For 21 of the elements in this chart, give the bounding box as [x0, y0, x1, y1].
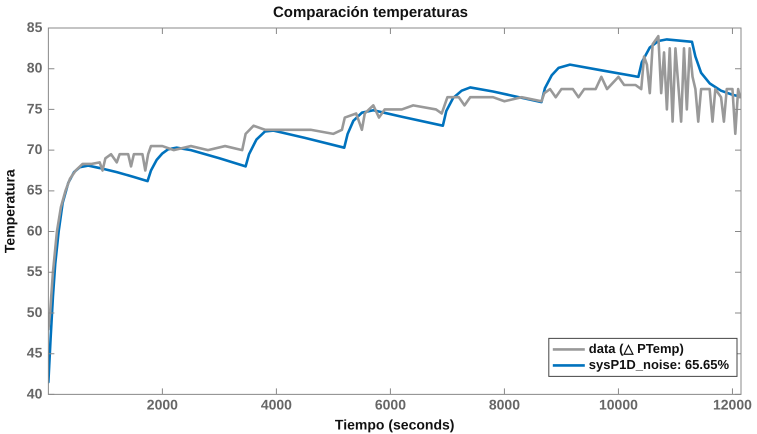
x-tick-label: 8000 — [488, 396, 520, 413]
x-tick-label: 10000 — [598, 396, 638, 413]
y-tick-label: 55 — [26, 263, 43, 280]
y-tick-label: 40 — [26, 385, 43, 402]
y-tick-label: 80 — [26, 60, 43, 76]
x-tick-label: 4000 — [260, 396, 292, 413]
legend-label: sysP1D_noise: 65.65% — [588, 356, 730, 372]
chart-title: Comparación temperaturas — [272, 4, 468, 22]
x-axis-title: Tiempo (seconds) — [334, 416, 454, 432]
x-tick-label: 12000 — [712, 396, 752, 413]
y-tick-label: 85 — [26, 18, 43, 35]
y-tick-label: 70 — [26, 140, 43, 157]
legend-label: data (△ PTemp) — [588, 340, 684, 356]
y-axis-title: Temperatura — [1, 169, 18, 254]
y-tick-label: 75 — [26, 100, 43, 116]
y-tick-label: 60 — [26, 222, 43, 238]
y-tick-label: 65 — [26, 182, 43, 198]
y-tick-label: 45 — [26, 344, 43, 361]
x-tick-label: 6000 — [374, 396, 406, 413]
x-tick-label: 2000 — [146, 396, 178, 413]
y-tick-label: 50 — [26, 304, 43, 320]
